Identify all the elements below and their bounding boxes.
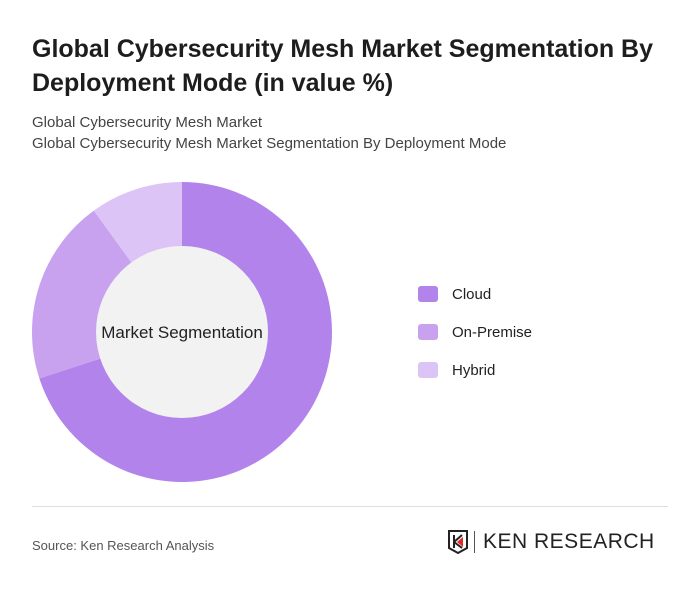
subtitle-market: Global Cybersecurity Mesh Market	[32, 114, 263, 131]
legend-swatch	[418, 324, 438, 340]
legend: Cloud On-Premise Hybrid	[418, 284, 532, 398]
ken-research-logo: KEN RESEARCH	[448, 530, 655, 554]
legend-swatch	[418, 286, 438, 302]
logo-text: KEN RESEARCH	[483, 530, 655, 553]
legend-label: Hybrid	[452, 361, 496, 379]
donut-center	[96, 246, 268, 418]
source-text: Source: Ken Research Analysis	[32, 538, 215, 553]
center-label: Market Segmentation	[101, 323, 263, 342]
subtitle-segmentation: Global Cybersecurity Mesh Market Segment…	[32, 135, 507, 152]
legend-item-on-premise: On-Premise	[418, 322, 532, 342]
legend-label: On-Premise	[452, 323, 533, 341]
logo-shield-icon	[448, 530, 468, 554]
legend-swatch	[418, 362, 438, 378]
legend-item-cloud: Cloud	[418, 284, 532, 304]
divider	[32, 506, 668, 507]
legend-item-hybrid: Hybrid	[418, 360, 532, 380]
chart-title: Global Cybersecurity Mesh Market Segment…	[32, 35, 654, 97]
logo-separator	[474, 531, 475, 553]
legend-label: Cloud	[452, 285, 492, 303]
